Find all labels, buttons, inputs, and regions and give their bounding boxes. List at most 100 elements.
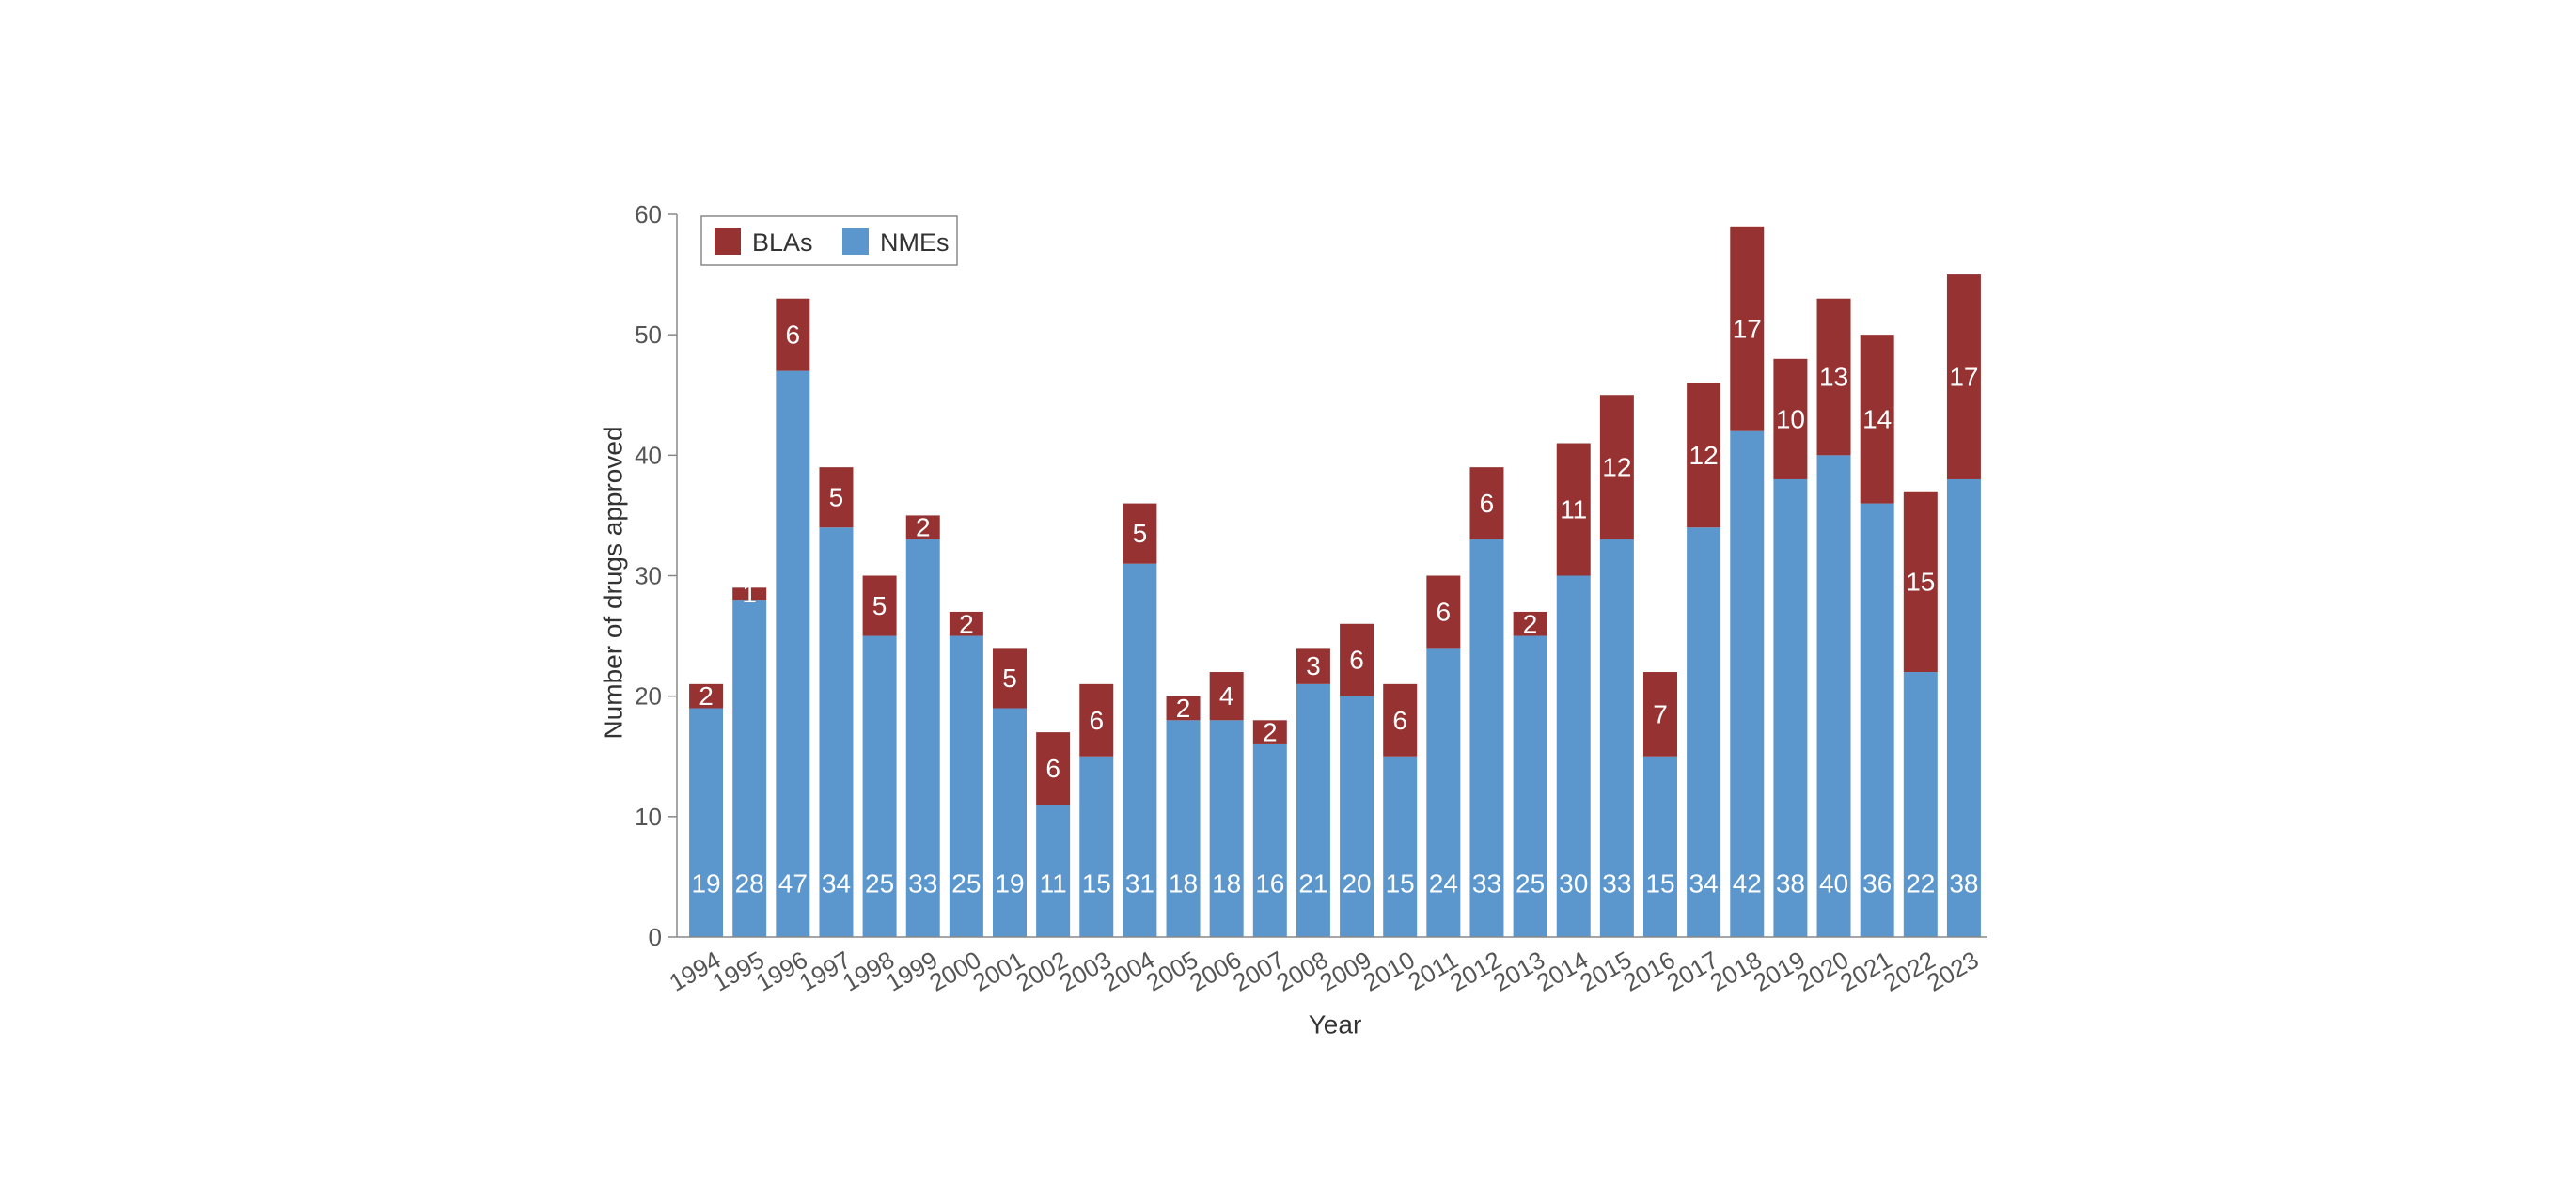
- bar-nmes-1994: [689, 708, 724, 937]
- data-label-blas-2013: 2: [1523, 609, 1538, 638]
- bar-labels-layer: 1922814763452553322521951161563151821841…: [691, 314, 1978, 898]
- data-label-nmes-2008: 21: [1298, 869, 1327, 899]
- data-label-blas-1997: 5: [829, 483, 844, 512]
- data-label-nmes-2019: 38: [1776, 869, 1805, 899]
- y-tick-label-10: 10: [635, 803, 662, 831]
- bar-blas-1995: [732, 587, 767, 601]
- bar-blas-2015: [1599, 395, 1634, 540]
- legend-label-nmes: NMEs: [880, 228, 950, 257]
- data-label-nmes-2016: 15: [1645, 869, 1674, 899]
- data-label-blas-1998: 5: [872, 591, 887, 620]
- bar-blas-2013: [1513, 611, 1547, 636]
- bar-nmes-2009: [1340, 696, 1374, 937]
- bar-blas-2011: [1426, 575, 1461, 649]
- data-label-nmes-2021: 36: [1862, 869, 1892, 899]
- legend-box: [700, 215, 958, 266]
- bar-nmes-2007: [1252, 743, 1287, 937]
- bar-nmes-2010: [1383, 756, 1418, 937]
- data-label-nmes-2009: 20: [1342, 869, 1371, 899]
- data-label-nmes-2012: 33: [1472, 869, 1501, 899]
- bar-blas-2016: [1643, 672, 1677, 757]
- data-label-blas-2007: 2: [1263, 718, 1278, 747]
- bar-nmes-2006: [1209, 720, 1244, 937]
- bar-nmes-2020: [1816, 455, 1851, 937]
- bar-nmes-2001: [993, 708, 1027, 937]
- bar-blas-2012: [1469, 467, 1504, 540]
- data-label-blas-2011: 6: [1437, 597, 1452, 626]
- data-label-nmes-2003: 15: [1082, 869, 1111, 899]
- data-label-blas-2005: 2: [1176, 694, 1191, 723]
- data-label-blas-2003: 6: [1089, 706, 1104, 735]
- y-tick-label-0: 0: [649, 923, 662, 951]
- data-label-blas-2012: 6: [1480, 489, 1495, 518]
- data-label-nmes-2001: 19: [995, 869, 1024, 899]
- data-label-blas-1999: 2: [916, 513, 931, 542]
- bar-blas-2014: [1556, 443, 1591, 576]
- data-label-nmes-2018: 42: [1733, 869, 1762, 899]
- data-label-nmes-2002: 11: [1040, 869, 1067, 899]
- data-label-blas-1995: 1: [742, 579, 757, 608]
- bar-blas-2021: [1860, 335, 1894, 504]
- bar-blas-2010: [1383, 683, 1418, 757]
- bar-blas-1998: [862, 575, 897, 636]
- legend-label-blas: BLAs: [752, 228, 813, 257]
- data-label-nmes-1998: 25: [865, 869, 894, 899]
- data-label-nmes-2020: 40: [1819, 869, 1848, 899]
- data-label-blas-2023: 17: [1949, 363, 1978, 392]
- data-label-blas-2000: 2: [959, 609, 974, 638]
- legend-swatch-blas: [715, 228, 741, 255]
- bar-nmes-1998: [862, 635, 897, 937]
- data-label-nmes-2022: 22: [1906, 869, 1935, 899]
- legend-swatch-nmes: [842, 228, 869, 255]
- bar-blas-2022: [1903, 491, 1938, 673]
- y-tick-label-40: 40: [635, 441, 662, 469]
- data-label-blas-2010: 6: [1392, 706, 1407, 735]
- data-label-nmes-2014: 30: [1559, 869, 1588, 899]
- bar-nmes-2013: [1513, 635, 1547, 937]
- bar-nmes-1999: [905, 539, 940, 937]
- data-label-nmes-1999: 33: [908, 869, 937, 899]
- bar-nmes-2000: [949, 635, 983, 937]
- data-label-blas-2002: 6: [1045, 754, 1060, 783]
- bar-nmes-2015: [1599, 539, 1634, 937]
- data-label-nmes-2023: 38: [1949, 869, 1978, 899]
- data-label-nmes-1994: 19: [691, 869, 720, 899]
- data-label-nmes-2007: 16: [1255, 869, 1284, 899]
- data-label-blas-2017: 12: [1689, 441, 1719, 470]
- y-tick-label-50: 50: [635, 320, 662, 349]
- bar-blas-1997: [819, 467, 854, 528]
- data-label-blas-2022: 15: [1906, 567, 1935, 596]
- bar-nmes-1995: [732, 600, 767, 937]
- y-tick-label-60: 60: [635, 200, 662, 228]
- bar-nmes-2003: [1079, 756, 1114, 937]
- bar-nmes-2021: [1860, 503, 1894, 937]
- bar-blas-2023: [1946, 274, 1981, 479]
- data-label-blas-2008: 3: [1306, 651, 1321, 680]
- bar-nmes-2011: [1426, 648, 1461, 937]
- y-tick-label-20: 20: [635, 682, 662, 711]
- bar-nmes-2012: [1469, 539, 1504, 937]
- data-label-blas-2014: 11: [1560, 495, 1587, 524]
- bar-nmes-2004: [1123, 563, 1157, 937]
- y-axis-title: Number of drugs approved: [599, 426, 628, 739]
- data-label-nmes-2006: 18: [1212, 869, 1241, 899]
- bar-blas-2007: [1252, 720, 1287, 744]
- y-tick-label-30: 30: [635, 562, 662, 590]
- bar-blas-2005: [1166, 696, 1201, 721]
- legend: BLAs NMEs: [700, 215, 958, 266]
- bar-nmes-2008: [1296, 683, 1330, 937]
- data-label-blas-1996: 6: [786, 320, 801, 350]
- bar-blas-2019: [1773, 358, 1808, 479]
- data-label-blas-2009: 6: [1349, 646, 1364, 675]
- bar-nmes-2018: [1730, 430, 1765, 937]
- bar-blas-2004: [1123, 503, 1157, 564]
- bar-nmes-2005: [1166, 720, 1201, 937]
- x-axis-title: Year: [1309, 1010, 1362, 1040]
- bar-blas-2006: [1209, 672, 1244, 721]
- bar-nmes-2017: [1687, 527, 1721, 937]
- bar-blas-2003: [1079, 683, 1114, 757]
- bar-blas-1994: [689, 683, 724, 709]
- data-label-nmes-2011: 24: [1429, 869, 1458, 899]
- bar-blas-2000: [949, 611, 983, 636]
- data-label-blas-2006: 4: [1219, 681, 1234, 711]
